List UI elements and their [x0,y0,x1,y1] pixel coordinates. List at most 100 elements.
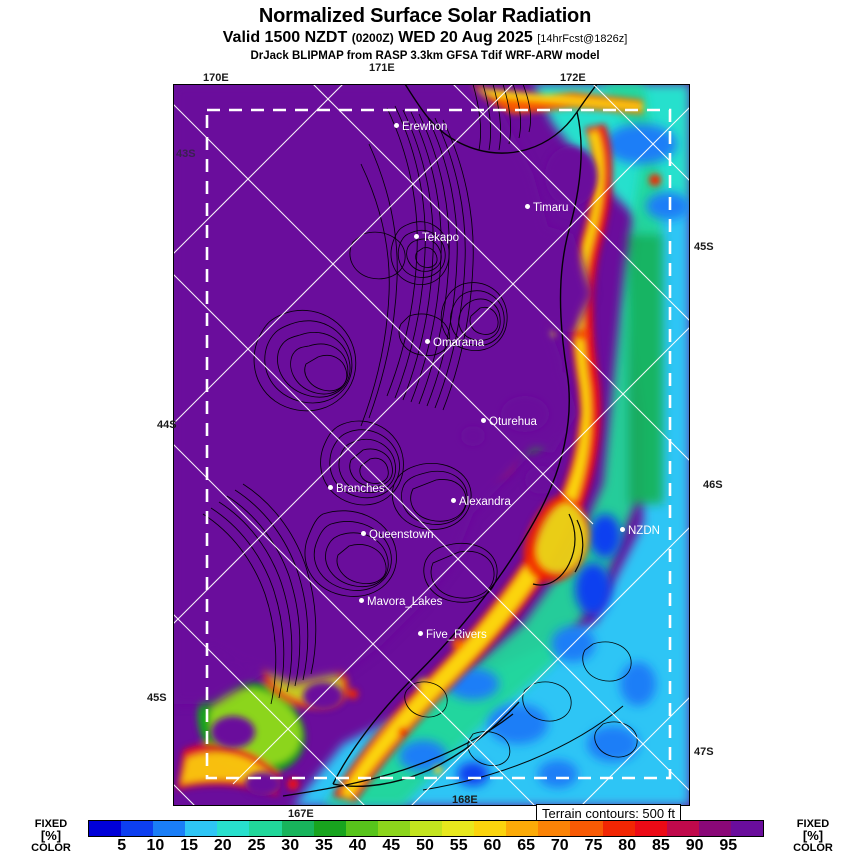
legend-swatch-15 [570,821,603,836]
legend-swatch-17 [634,821,667,836]
lon-label-171e: 171E [369,62,395,74]
legend-swatch-1 [121,821,154,836]
legend-swatch-8 [345,821,378,836]
city-dot-icon [418,631,423,637]
legend-swatch-11 [442,821,475,836]
city-label: NZDN [628,525,660,537]
city-dot-icon [451,498,456,504]
legend-tick-65: 65 [517,837,535,854]
legend-swatch-9 [377,821,410,836]
city-label: Erewhon [402,121,448,133]
fixed-label-bottom: COLOR [31,842,71,854]
city-dot-icon [620,527,625,533]
city-marker-tekapo[interactable]: Tekapo [414,232,459,244]
legend-swatch-4 [217,821,250,836]
fixed-label-units: [%] [40,828,62,843]
fixed-color-label-right: FIXED [%] COLOR [782,818,844,854]
city-dot-icon [394,123,399,129]
legend-tick-70: 70 [550,837,569,854]
lat-label-45s-right: 45S [694,241,714,253]
valid-time-line: Valid 1500 NZDT (0200Z) WED 20 Aug 2025 … [0,28,850,49]
legend-tick-20: 20 [213,837,232,854]
city-marker-oturehua[interactable]: Oturehua [481,416,537,428]
legend-swatch-3 [185,821,218,836]
legend-tick-50: 50 [416,837,434,854]
city-marker-erewhon[interactable]: Erewhon [394,121,447,133]
legend-tick-45: 45 [382,837,401,854]
city-marker-branches[interactable]: Branches [328,483,385,495]
city-marker-omarama[interactable]: Omarama [425,337,484,349]
city-label: Omarama [433,337,485,349]
city-dot-icon [525,204,530,210]
city-dot-icon [425,339,430,345]
legend-tick-labels: 5 10 15 20 25 30 35 40 45 50 55 60 65 70 75 80 85 90 95 [88,837,762,859]
lat-label-47s-right: 47S [694,746,714,758]
color-legend: FIXED [%] COLOR 5 10 15 20 25 30 35 40 45 50 55 60 6… [0,818,850,860]
legend-tick-5: 5 [117,837,127,854]
lon-label-170e: 170E [203,72,229,84]
city-marker-nzdn[interactable]: NZDN [620,525,660,537]
legend-swatch-0 [89,821,122,836]
city-marker-alexandra[interactable]: Alexandra [451,496,511,508]
legend-tick-85: 85 [651,837,670,854]
legend-swatch-2 [153,821,186,836]
legend-tick-95: 95 [719,837,738,854]
valid-date: WED 20 Aug 2025 [398,29,533,46]
fixed-label-bottom: COLOR [793,842,833,854]
valid-time-prefix: Valid 1500 NZDT [222,29,348,46]
city-label: Queenstown [369,529,434,541]
fixed-label-units: [%] [802,828,824,843]
city-marker-mavora-lakes[interactable]: Mavora_Lakes [359,596,442,608]
city-marker-queenstown[interactable]: Queenstown [361,529,434,541]
legend-color-bar[interactable] [88,820,764,837]
legend-tick-35: 35 [314,837,333,854]
legend-tick-80: 80 [618,837,637,854]
forecast-domain-box [205,108,672,780]
city-dot-icon [359,598,364,604]
legend-swatch-10 [409,821,443,836]
city-dot-icon [361,531,366,537]
forecast-tag: [14hrFcst@1826z] [537,33,628,45]
legend-tick-30: 30 [281,837,300,854]
legend-swatch-16 [602,821,635,836]
city-label: Tekapo [422,232,460,244]
lat-label-46s-right: 46S [703,479,723,491]
city-dot-icon [414,234,419,240]
city-marker-timaru[interactable]: Timaru [525,202,568,214]
legend-swatch-18 [666,821,699,836]
graticule [173,84,690,806]
title-block: Normalized Surface Solar Radiation Valid… [0,0,850,64]
lat-label-44s-left: 44S [157,419,177,431]
legend-swatch-13 [506,821,539,836]
city-label: Five_Rivers [426,629,487,641]
legend-swatch-20 [730,821,763,836]
lon-label-172e: 172E [560,72,586,84]
legend-swatch-6 [281,821,314,836]
legend-tick-55: 55 [449,837,468,854]
city-dot-icon [328,485,333,491]
legend-tick-75: 75 [584,837,603,854]
city-dot-icon [481,418,486,424]
lat-label-45s-left: 45S [147,692,167,704]
legend-swatch-19 [698,821,731,836]
city-marker-five-rivers[interactable]: Five_Rivers [418,629,487,641]
legend-tick-60: 60 [483,837,502,854]
terrain-contours [202,84,638,797]
solar-radiation-map[interactable] [173,84,690,806]
legend-tick-15: 15 [180,837,198,854]
legend-tick-40: 40 [348,837,367,854]
legend-tick-10: 10 [146,837,165,854]
fixed-label-top: FIXED [796,818,830,830]
city-label: Branches [336,483,385,495]
legend-swatch-14 [538,821,571,836]
legend-swatch-7 [313,821,346,836]
fixed-color-label-left: FIXED [%] COLOR [20,818,82,854]
lat-label-43s-left: 43S [176,148,196,160]
lon-label-167e: 167E [288,808,314,820]
city-label: Mavora_Lakes [367,596,443,608]
legend-swatch-12 [474,821,507,836]
fixed-label-top: FIXED [34,818,68,830]
legend-swatch-5 [249,821,282,836]
map-raster [173,84,690,806]
legend-tick-90: 90 [685,837,704,854]
